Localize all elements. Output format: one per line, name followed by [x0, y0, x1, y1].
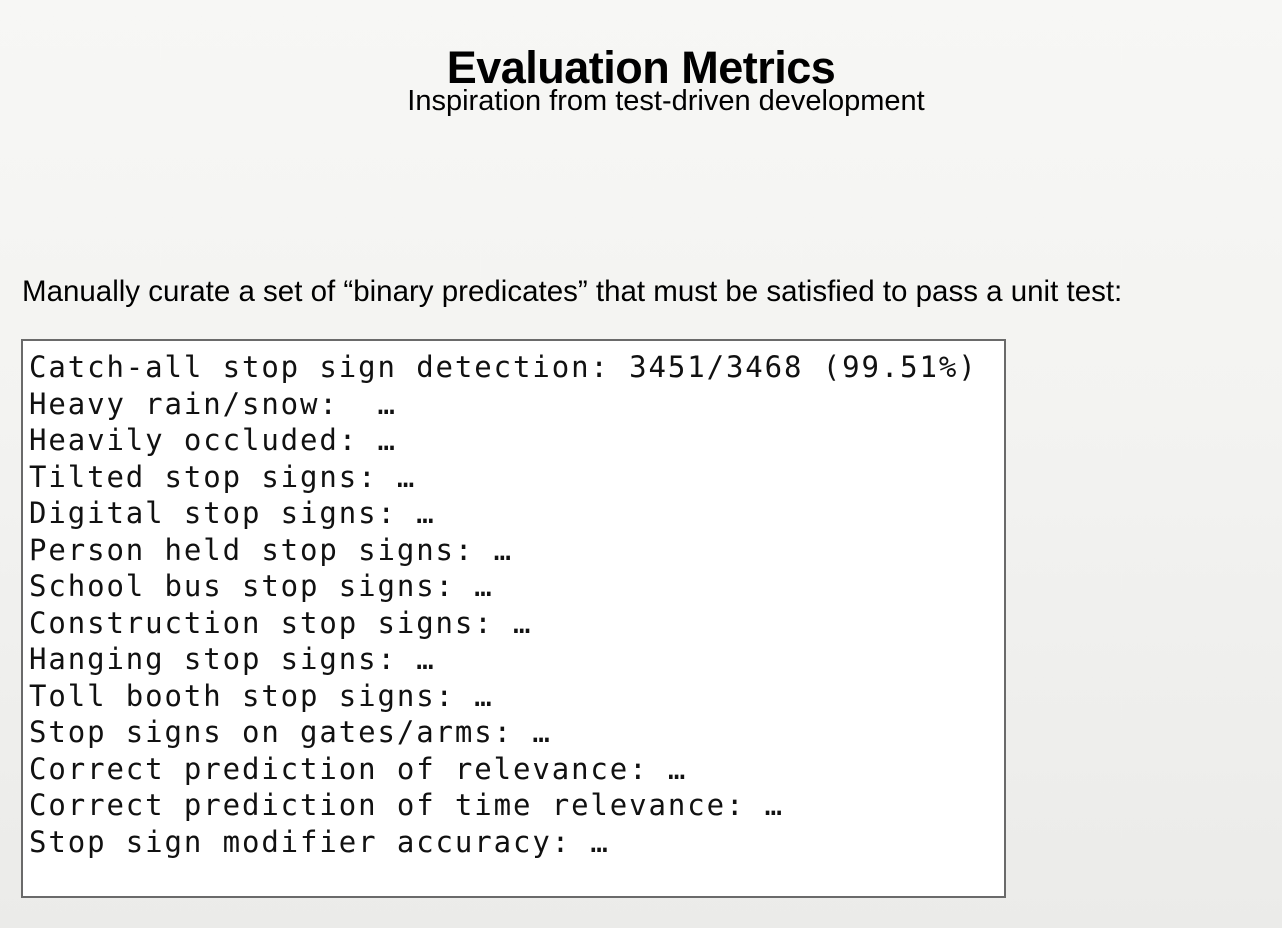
predicate-line: Hanging stop signs: …: [29, 642, 436, 676]
predicate-line: Toll booth stop signs: …: [29, 678, 494, 713]
predicate-line: Catch-all stop sign detection: 3451/3468…: [29, 350, 978, 384]
slide-title: Evaluation Metrics: [446, 42, 836, 94]
predicate-line: Person held stop signs: …: [29, 532, 513, 567]
predicate-line: Digital stop signs: …: [29, 496, 436, 530]
intro-text: Manually curate a set of “binary predica…: [22, 275, 1123, 308]
slide-subtitle: Inspiration from test-driven development: [407, 85, 925, 117]
predicate-line: Heavily occluded: …: [29, 423, 397, 457]
predicate-line: Stop signs on gates/arms: …: [29, 715, 552, 749]
predicate-line: Construction stop signs: …: [29, 605, 533, 640]
predicate-line: Correct prediction of time relevance: …: [29, 788, 785, 822]
predicate-line: Tilted stop signs: …: [29, 459, 417, 494]
predicate-box: Catch-all stop sign detection: 3451/3468…: [21, 339, 1006, 898]
predicate-line: School bus stop signs: …: [29, 569, 494, 603]
predicate-line: Correct prediction of relevance: …: [29, 751, 688, 786]
predicate-line: Heavy rain/snow: …: [29, 386, 397, 421]
predicate-line: Stop sign modifier accuracy: …: [29, 824, 610, 859]
predicate-list: Catch-all stop sign detection: 3451/3468…: [29, 349, 978, 860]
